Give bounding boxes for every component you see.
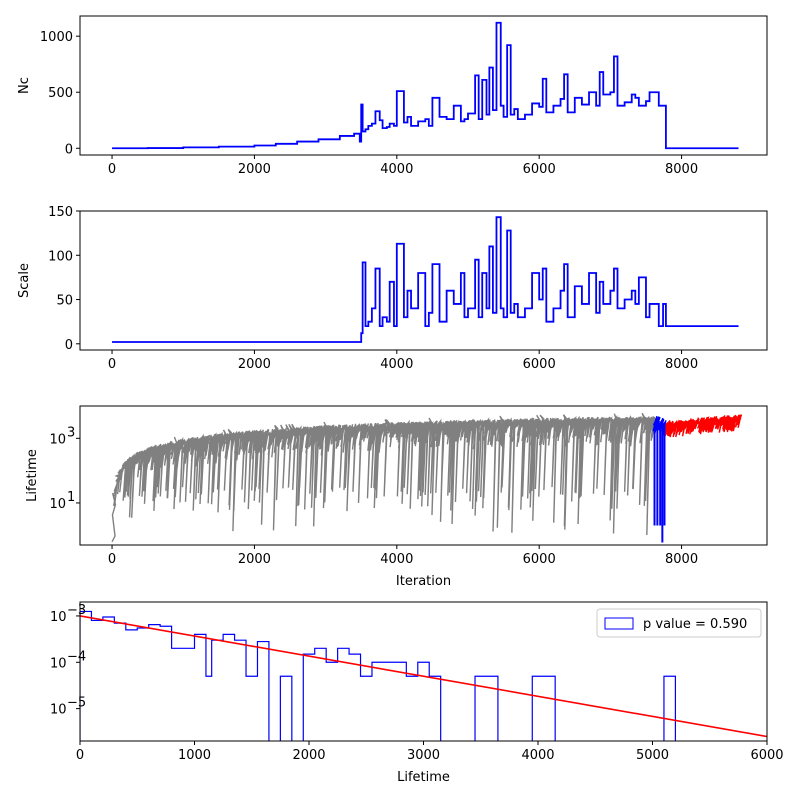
chart-scale: 0 50 100 150 0 2000 4000 6000 8000 Scale — [17, 205, 768, 372]
series-line — [112, 216, 739, 343]
y-tick-label: 100 — [48, 249, 73, 264]
fit-line — [80, 615, 767, 738]
x-tick-label: 0 — [108, 357, 116, 372]
x-tick-label: 8000 — [665, 357, 698, 372]
x-tick-label: 2000 — [238, 552, 271, 567]
y-tick-exponent: −4 — [67, 649, 86, 664]
x-tick-label: 4000 — [380, 357, 413, 372]
series-1-dips — [653, 422, 666, 543]
x-tick-label: 0 — [76, 748, 84, 763]
x-tick-label: 2000 — [238, 357, 271, 372]
y-tick-label: 10 — [50, 656, 67, 671]
legend-swatch — [604, 617, 634, 630]
x-tick-label: 0 — [108, 162, 116, 177]
chart-scale-frame — [79, 210, 768, 351]
y-tick-label: 150 — [48, 205, 73, 220]
x-tick-label: 4000 — [380, 552, 413, 567]
y-tick-label: 0 — [65, 338, 73, 353]
x-tick-label: 3000 — [407, 748, 440, 763]
x-tick-label: 4000 — [521, 748, 554, 763]
y-axis-label: Scale — [17, 263, 32, 298]
legend-box — [596, 608, 762, 638]
y-axis-label: Lifetime — [25, 449, 40, 502]
x-axis-label: Iteration — [396, 574, 451, 589]
chart-nc-frame — [79, 15, 768, 156]
x-tick-label: 2000 — [238, 162, 271, 177]
y-tick-exponent: 3 — [67, 425, 75, 440]
x-tick-label: 6000 — [750, 748, 783, 763]
chart-lifetime-frame — [79, 405, 768, 546]
y-tick-label: 50 — [56, 294, 73, 309]
y-tick-label: 500 — [48, 86, 73, 101]
y-tick-label: 10 — [50, 610, 67, 625]
x-tick-label: 6000 — [523, 357, 556, 372]
series-line — [112, 21, 739, 150]
y-tick-label: 1000 — [40, 30, 73, 45]
x-tick-label: 8000 — [665, 552, 698, 567]
series-2 — [663, 414, 743, 438]
x-tick-label: 4000 — [380, 162, 413, 177]
x-axis-label: Lifetime — [397, 770, 450, 785]
x-tick-label: 6000 — [523, 552, 556, 567]
y-axis-label: Nc — [17, 77, 32, 94]
chart-lifetime_hist: 10 −510 −410 −30 1000 2000 3000 4000 5000 6000Lif… — [50, 601, 784, 785]
y-tick-label: 10 — [49, 497, 66, 512]
x-tick-label: 6000 — [523, 162, 556, 177]
y-tick-label: 10 — [50, 703, 67, 718]
x-tick-label: 0 — [108, 552, 116, 567]
chart-nc: 0 500 1000 0 2000 4000 6000 8000 Nc — [17, 15, 768, 177]
legend-label: p value = 0.590 — [643, 617, 747, 632]
legend: p value = 0.590 — [596, 608, 762, 638]
x-tick-label: 5000 — [636, 748, 669, 763]
y-tick-exponent: −5 — [67, 696, 86, 711]
y-tick-exponent: 1 — [67, 490, 75, 505]
y-tick-label: 0 — [65, 142, 73, 157]
y-tick-exponent: −3 — [67, 603, 86, 618]
x-tick-label: 8000 — [665, 162, 698, 177]
series-0 — [111, 412, 657, 543]
x-tick-label: 1000 — [178, 748, 211, 763]
x-tick-label: 2000 — [292, 748, 325, 763]
y-tick-label: 10 — [49, 432, 66, 447]
